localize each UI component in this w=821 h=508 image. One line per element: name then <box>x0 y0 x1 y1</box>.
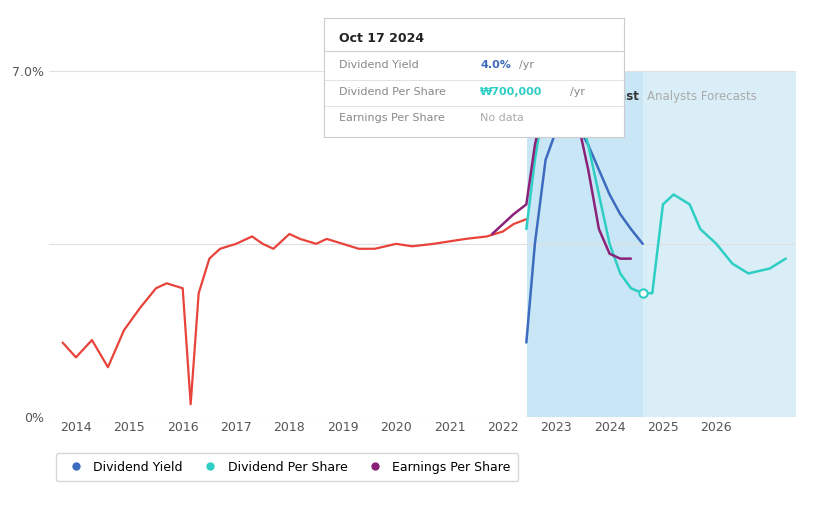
Text: Past: Past <box>611 90 640 103</box>
Text: Earnings Per Share: Earnings Per Share <box>339 113 445 123</box>
Text: 4.0%: 4.0% <box>480 59 511 70</box>
Text: ₩700,000: ₩700,000 <box>480 87 543 97</box>
Bar <box>643 71 796 417</box>
Text: /yr: /yr <box>519 59 534 70</box>
Bar <box>527 71 643 417</box>
Text: No data: No data <box>480 113 524 123</box>
Text: Oct 17 2024: Oct 17 2024 <box>339 32 424 45</box>
Legend: Dividend Yield, Dividend Per Share, Earnings Per Share: Dividend Yield, Dividend Per Share, Earn… <box>56 453 518 481</box>
Text: Analysts Forecasts: Analysts Forecasts <box>647 90 757 103</box>
Text: /yr: /yr <box>570 87 585 97</box>
Text: Dividend Per Share: Dividend Per Share <box>339 87 446 97</box>
Text: Dividend Yield: Dividend Yield <box>339 59 419 70</box>
